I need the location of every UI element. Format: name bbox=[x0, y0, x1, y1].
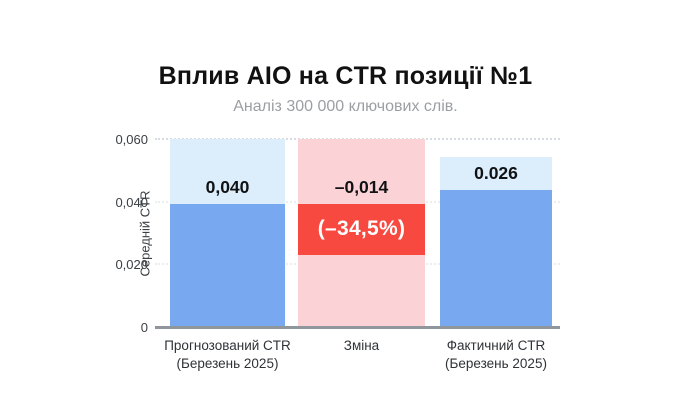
x-category-label-line: Прогнозований CTR bbox=[164, 338, 291, 353]
value-label-2: 0.026 bbox=[474, 163, 518, 184]
bar-2 bbox=[440, 190, 552, 327]
x-category-label-line: (Березень 2025) bbox=[445, 355, 547, 371]
x-category-label-line: Фактичний CTR bbox=[446, 338, 546, 353]
x-category-label-line: Зміна bbox=[343, 338, 380, 353]
percent-label: (–34,5%) bbox=[317, 217, 406, 241]
x-category-label-0: Прогнозований CTR (Березень 2025) bbox=[145, 337, 310, 372]
y-tick-label: 0 bbox=[140, 320, 148, 335]
bar-cap-0 bbox=[170, 139, 285, 204]
x-category-label-2: Фактичний CTR (Березень 2025) bbox=[415, 337, 577, 372]
chart-title: Вплив AIO на CTR позиції №1 bbox=[158, 62, 533, 90]
bar-cap-2 bbox=[440, 156, 552, 191]
chart-subtitle: Аналіз 300 000 ключових слів. bbox=[233, 98, 458, 115]
bar-0 bbox=[170, 203, 285, 327]
y-tick-label: 0,060 bbox=[115, 132, 148, 147]
y-tick-label: 0,020 bbox=[115, 257, 148, 273]
x-category-label-1: Зміна bbox=[273, 337, 450, 355]
value-label-1: –0,014 bbox=[334, 176, 389, 197]
value-label-0: 0,040 bbox=[205, 176, 250, 197]
change-band: (–34,5%) bbox=[298, 203, 425, 255]
x-axis-line bbox=[155, 326, 560, 329]
y-axis-label: Середній CTR bbox=[137, 190, 153, 277]
x-category-label-line: (Березень 2025) bbox=[176, 355, 279, 371]
y-tick-label: 0,040 bbox=[115, 194, 148, 210]
